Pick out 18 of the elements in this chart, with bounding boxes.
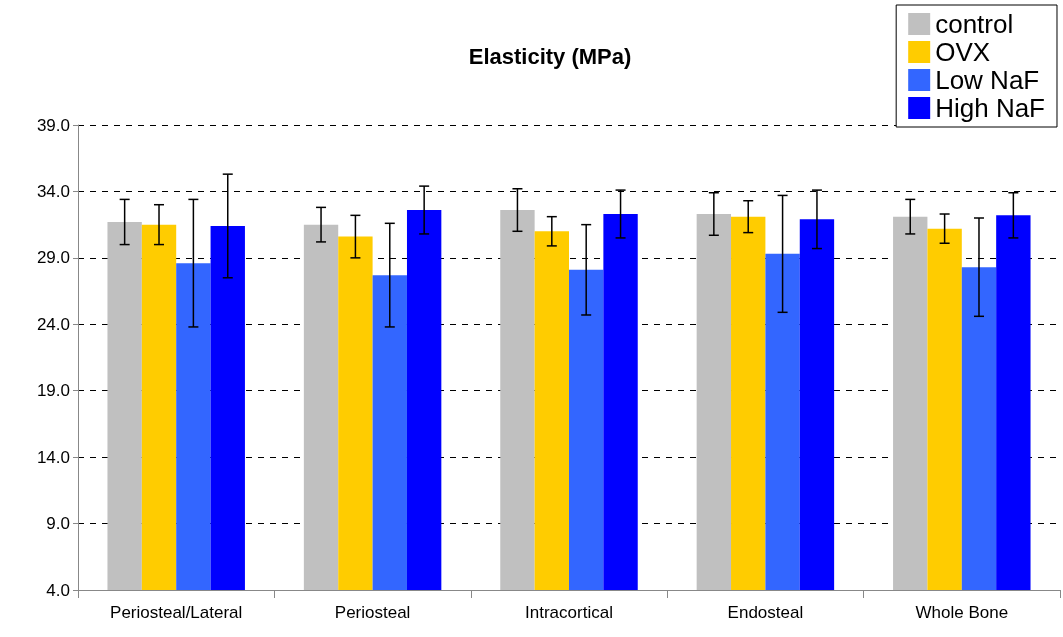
legend-label: High NaF — [935, 93, 1046, 123]
x-tick-label: Periosteal/Lateral — [110, 603, 243, 622]
y-tick-label: 24.0 — [36, 314, 70, 334]
legend-label: OVX — [935, 37, 991, 67]
y-tick-label: 14.0 — [36, 447, 70, 467]
y-tick-label: 9.0 — [46, 514, 70, 534]
legend-label: Low NaF — [935, 65, 1040, 95]
x-tick-label: Periosteal — [334, 603, 411, 622]
y-tick-label: 39.0 — [36, 115, 70, 135]
x-tick-label: Endosteal — [727, 603, 804, 622]
chart-title: Elasticity (MPa) — [468, 43, 632, 69]
y-tick-label: 29.0 — [36, 248, 70, 268]
x-tick-label: Whole Bone — [915, 603, 1009, 622]
y-tick-label: 19.0 — [36, 381, 70, 401]
legend-label: control — [935, 9, 1014, 39]
y-tick-label: 4.0 — [46, 580, 70, 600]
y-tick-label: 34.0 — [36, 181, 70, 201]
x-tick-label: Intracortical — [525, 603, 613, 622]
